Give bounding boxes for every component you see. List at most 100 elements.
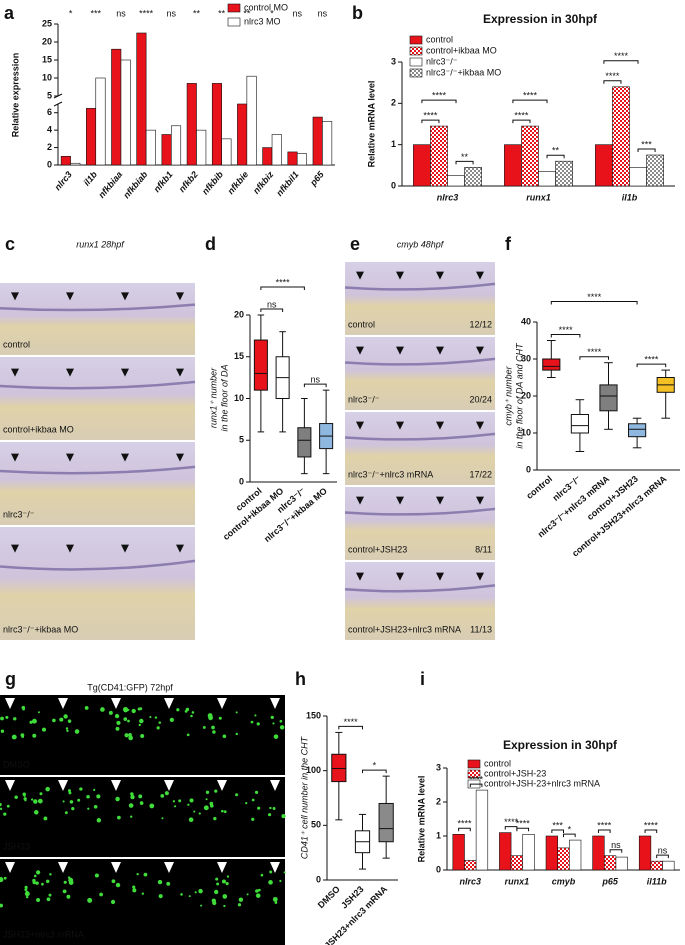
gfp-cell bbox=[139, 718, 144, 724]
bar bbox=[638, 835, 652, 871]
panel-label: b bbox=[352, 3, 363, 23]
significance: * bbox=[69, 8, 73, 18]
significance: ns bbox=[318, 8, 328, 18]
gfp-cell bbox=[69, 800, 74, 804]
arrowhead bbox=[11, 368, 19, 377]
panel-label: a bbox=[4, 3, 15, 23]
gfp-cell bbox=[272, 806, 276, 810]
gfp-cell bbox=[94, 873, 99, 878]
gfp-cell bbox=[273, 734, 279, 739]
panel-label: d bbox=[205, 234, 216, 254]
bar bbox=[111, 48, 122, 166]
bar bbox=[646, 154, 664, 187]
gfp-cell bbox=[272, 722, 275, 725]
legend-swatch bbox=[467, 759, 481, 769]
x-tick-label: nfkbiab bbox=[121, 169, 150, 200]
bar bbox=[262, 147, 273, 166]
gfp-cell bbox=[255, 889, 259, 893]
image-caption: control+ikbaa MO bbox=[3, 424, 74, 434]
x-tick-label: nfkbiz bbox=[251, 169, 276, 196]
gfp-cell bbox=[25, 887, 28, 890]
gfp-cell bbox=[24, 891, 30, 897]
image-caption: DMSO bbox=[3, 759, 30, 769]
gfp-cell bbox=[272, 896, 278, 902]
gfp-cell bbox=[222, 734, 227, 739]
significance: **** bbox=[644, 354, 659, 364]
significance-bracket bbox=[455, 160, 474, 165]
image-caption: control bbox=[348, 319, 375, 329]
gfp-cell bbox=[269, 870, 273, 874]
arrowhead bbox=[396, 346, 404, 355]
x-tick-label: nfkbil1 bbox=[274, 169, 300, 198]
bar bbox=[557, 847, 570, 871]
significance-bracket bbox=[637, 148, 656, 152]
significance: **** bbox=[516, 819, 531, 829]
panel-label: i bbox=[420, 669, 425, 689]
gfp-cell bbox=[226, 875, 230, 878]
y-axis-label: Relative mRNA level bbox=[416, 776, 426, 863]
bar bbox=[186, 83, 197, 166]
gfp-cell bbox=[24, 799, 27, 802]
gfp-cell bbox=[137, 707, 141, 711]
bar bbox=[662, 860, 675, 871]
bar bbox=[95, 77, 106, 166]
gfp-cell bbox=[256, 722, 260, 726]
y-axis-label: Relative mRNA level bbox=[366, 81, 376, 168]
x-tick-label: cmyb bbox=[552, 876, 576, 886]
arrowhead bbox=[121, 368, 129, 377]
x-tick-label: nlrc3 bbox=[460, 876, 482, 886]
x-tick-label: nfkbib bbox=[200, 169, 225, 196]
gfp-cell bbox=[84, 706, 89, 710]
gfp-cell bbox=[59, 717, 64, 722]
gfp-cell bbox=[37, 798, 43, 804]
gfp-cell bbox=[0, 729, 5, 733]
gfp-cell bbox=[0, 903, 3, 908]
gfp-cell bbox=[114, 713, 120, 719]
y-tick-label: 15 bbox=[234, 351, 244, 361]
significance: ** bbox=[552, 146, 560, 156]
image-score: 11/13 bbox=[470, 624, 492, 634]
vessel-stain bbox=[0, 559, 196, 571]
arrowhead bbox=[11, 292, 19, 301]
gfp-cell bbox=[279, 879, 282, 883]
gfp-cell bbox=[184, 710, 188, 713]
arrowhead bbox=[436, 421, 444, 430]
significance: **** bbox=[559, 325, 574, 335]
bar bbox=[322, 121, 333, 166]
arrowhead bbox=[58, 780, 68, 791]
gfp-cell bbox=[128, 803, 134, 808]
significance: **** bbox=[432, 90, 447, 100]
gfp-cell bbox=[205, 790, 210, 794]
gfp-cell bbox=[87, 807, 90, 810]
image-caption: nlrc3⁻/⁻ bbox=[348, 394, 380, 404]
image-caption: control+JSH23+nlrc3 mRNA bbox=[348, 624, 461, 634]
bar bbox=[569, 839, 582, 871]
gfp-cell bbox=[158, 721, 161, 724]
y-tick-label: 100 bbox=[306, 765, 321, 775]
x-tick-label: runx1 bbox=[526, 192, 551, 202]
arrowhead bbox=[436, 346, 444, 355]
significance-bracket bbox=[458, 827, 471, 832]
y-tick-label: 150 bbox=[306, 710, 321, 720]
gfp-cell bbox=[211, 725, 215, 730]
gfp-cell bbox=[254, 790, 259, 794]
vessel-stain bbox=[0, 303, 196, 312]
box bbox=[331, 753, 347, 783]
legend-label: control+JSH-23+nlrc3 mRNA bbox=[484, 778, 600, 788]
panel-label: c bbox=[5, 234, 15, 254]
gfp-cell bbox=[108, 710, 113, 715]
y-axis-label: Relative expression bbox=[10, 53, 20, 138]
y-axis-label: cmyb⁺ number bbox=[503, 365, 513, 425]
gfp-cell bbox=[132, 885, 136, 889]
legend-label: control MO bbox=[244, 2, 288, 12]
significance: * bbox=[568, 824, 572, 834]
y-tick-label: 25 bbox=[42, 18, 52, 28]
bar bbox=[287, 151, 298, 166]
gfp-cell bbox=[29, 720, 33, 724]
gfp-cell bbox=[203, 805, 209, 811]
legend-label: nlrc3⁻/⁻+ikbaa MO bbox=[426, 67, 501, 77]
gfp-cell bbox=[237, 903, 242, 907]
gfp-cell bbox=[123, 717, 128, 721]
gfp-cell bbox=[66, 894, 71, 899]
gfp-cell bbox=[200, 904, 203, 907]
